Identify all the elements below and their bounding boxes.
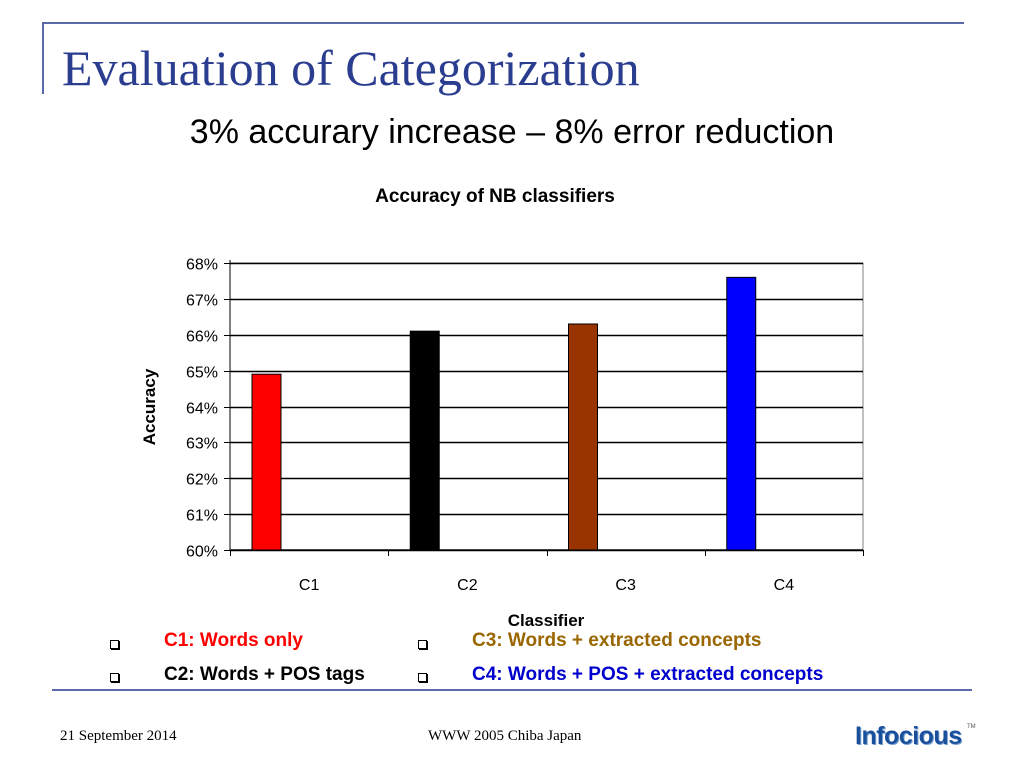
y-tick-label: 66%	[186, 329, 218, 346]
chart-title: Accuracy of NB classifiers	[375, 186, 615, 207]
logo-text: Infocious	[855, 722, 962, 750]
x-tick-label: C2	[457, 577, 478, 594]
y-tick-label: 62%	[186, 472, 218, 489]
infocious-logo: Infocious TM	[855, 722, 976, 756]
y-tick-label: 68%	[186, 257, 218, 274]
slide-subtitle: 3% accurary increase – 8% error reductio…	[189, 113, 835, 151]
y-tick-label: 67%	[186, 293, 218, 310]
bullet-icon	[110, 640, 119, 649]
plot-border	[229, 262, 864, 551]
x-tick-label: C4	[774, 577, 795, 594]
bar-c4	[726, 276, 757, 551]
bar-c1	[251, 373, 282, 551]
bar-c2	[409, 330, 440, 551]
y-tick-label: 60%	[186, 544, 218, 561]
legend-item-c3: C3: Words + extracted concepts	[472, 630, 762, 651]
footer-event: WWW 2005 Chiba Japan	[428, 728, 582, 744]
y-tick-label: 64%	[186, 401, 218, 418]
logo-tm: TM	[967, 724, 976, 730]
bullet-icon	[418, 640, 427, 649]
legend-item-c2: C2: Words + POS tags	[164, 664, 365, 685]
legend-item-c1: C1: Words only	[164, 630, 303, 651]
x-tick-label: C3	[615, 577, 636, 594]
classifier-legend: C1: Words only C3: Words + extracted con…	[0, 626, 1024, 696]
legend-item-c4: C4: Words + POS + extracted concepts	[472, 664, 824, 685]
y-tick-label: 63%	[186, 436, 218, 453]
bar-c3	[568, 323, 598, 551]
slide-title: Evaluation of Categorization	[62, 40, 640, 96]
y-axis-label: Accuracy	[140, 368, 159, 445]
x-tick-label: C1	[299, 577, 320, 594]
y-tick-label: 61%	[186, 508, 218, 525]
plot-area: 60% 61% 62% 63% 64% 65% 66% 67% 68% C1 C2 C3 C4	[186, 257, 864, 594]
x-axis-label: Classifier	[508, 611, 585, 630]
y-tick-label: 65%	[186, 365, 218, 382]
bullet-icon	[110, 673, 119, 682]
footer-date: 21 September 2014	[60, 728, 177, 744]
title-frame-left-rule	[42, 22, 44, 94]
accuracy-bar-chart: Accuracy of NB classifiers 60%61%62%63%6…	[140, 186, 864, 630]
footer-rule	[52, 689, 972, 691]
bullet-icon	[418, 673, 427, 682]
title-frame-top-rule	[42, 22, 964, 24]
